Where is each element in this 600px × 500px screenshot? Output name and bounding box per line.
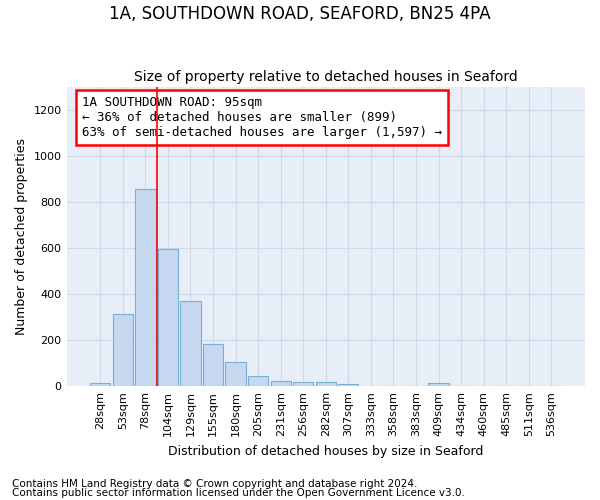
Bar xyxy=(203,344,223,386)
Bar xyxy=(338,384,358,386)
Bar xyxy=(316,382,336,386)
Text: Contains HM Land Registry data © Crown copyright and database right 2024.: Contains HM Land Registry data © Crown c… xyxy=(12,479,418,489)
Bar xyxy=(293,382,313,386)
Bar xyxy=(181,301,200,386)
Bar xyxy=(226,362,246,386)
Bar xyxy=(158,248,178,386)
Bar xyxy=(248,376,268,386)
Bar xyxy=(428,384,449,386)
Text: 1A SOUTHDOWN ROAD: 95sqm
← 36% of detached houses are smaller (899)
63% of semi-: 1A SOUTHDOWN ROAD: 95sqm ← 36% of detach… xyxy=(82,96,442,139)
Bar xyxy=(90,382,110,386)
Y-axis label: Number of detached properties: Number of detached properties xyxy=(15,138,28,335)
Bar xyxy=(271,381,291,386)
X-axis label: Distribution of detached houses by size in Seaford: Distribution of detached houses by size … xyxy=(168,444,484,458)
Text: 1A, SOUTHDOWN ROAD, SEAFORD, BN25 4PA: 1A, SOUTHDOWN ROAD, SEAFORD, BN25 4PA xyxy=(109,5,491,23)
Text: Contains public sector information licensed under the Open Government Licence v3: Contains public sector information licen… xyxy=(12,488,465,498)
Bar xyxy=(135,190,155,386)
Title: Size of property relative to detached houses in Seaford: Size of property relative to detached ho… xyxy=(134,70,518,85)
Bar xyxy=(113,314,133,386)
